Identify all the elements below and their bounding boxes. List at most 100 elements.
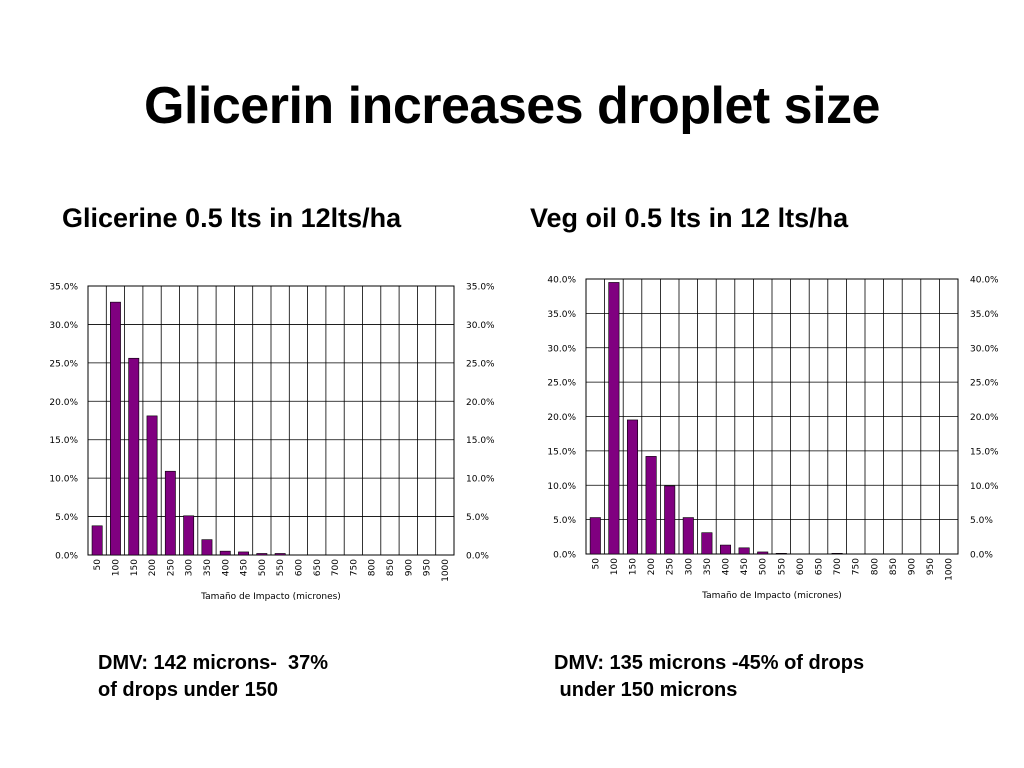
right-dmv-note-line1: DMV: 135 microns -45% of drops [554, 652, 865, 674]
chart1-ytick-right: 15.0% [466, 436, 495, 446]
chart1-ytick-left: 15.0% [49, 436, 78, 446]
chart2-ytick-left: 10.0% [547, 482, 576, 492]
chart2-xtick-550: 550 [777, 558, 787, 575]
chart1-ytick-left: 25.0% [49, 359, 78, 369]
chart2-ytick-right: 0.0% [970, 551, 993, 561]
veg-oil-droplet-chart: 0.0% 0.0% 5.0% 5.0% 10.0% 10.0% 15.0% 15.0% 20.0… [547, 276, 999, 602]
left-dmv-note-line1: DMV: 142 microns- 37% [98, 652, 329, 674]
chart1-xtick-800: 800 [368, 559, 378, 576]
chart2-bar-300 [682, 517, 694, 555]
chart1-bar-400 [219, 550, 231, 556]
chart2-bar-50 [589, 517, 601, 555]
chart2-bar-250 [664, 485, 676, 555]
chart1-xtick-750: 750 [349, 559, 359, 576]
chart2-ytick-right: 35.0% [970, 310, 999, 320]
chart2-xtick-450: 450 [740, 558, 750, 575]
chart2-xtick-150: 150 [629, 558, 639, 575]
chart2-xtick-250: 250 [666, 558, 676, 575]
chart1-xtick-600: 600 [294, 559, 304, 576]
chart2-xtick-650: 650 [815, 558, 825, 575]
chart2-bar-700 [831, 553, 843, 555]
chart2-xtick-50: 50 [591, 558, 601, 570]
chart1-ytick-right: 20.0% [466, 398, 495, 408]
chart1-bar-300 [183, 515, 195, 556]
chart2-xtick-850: 850 [889, 558, 899, 575]
chart1-xtick-850: 850 [386, 559, 396, 576]
chart2-bar-500 [757, 551, 769, 555]
chart1-ytick-left: 35.0% [49, 283, 78, 293]
chart1-bar-450 [238, 551, 249, 556]
chart2-ytick-left: 0.0% [553, 551, 576, 561]
chart2-x-axis-label: Tamaño de Impacto (micrones) [701, 591, 842, 601]
chart1-bar-100 [110, 301, 121, 556]
chart1-bar-200 [146, 415, 158, 556]
chart2-ytick-left: 15.0% [547, 447, 576, 457]
chart1-bar-50 [91, 525, 103, 556]
chart1-xtick-100: 100 [111, 559, 121, 576]
left-dmv-note: DMV: 142 microns- 37% of drops under 150 [98, 650, 328, 704]
chart2-bar-200 [645, 456, 657, 555]
right-dmv-note: DMV: 135 microns -45% of drops under 150… [554, 650, 864, 704]
chart2-bar-150 [626, 419, 639, 555]
chart1-ytick-left: 20.0% [49, 398, 78, 408]
chart1-ytick-left: 30.0% [49, 321, 78, 331]
chart1-xtick-300: 300 [185, 559, 195, 576]
chart1-xtick-150: 150 [130, 559, 140, 576]
chart2-xtick-800: 800 [870, 558, 880, 575]
chart2-ytick-left: 35.0% [547, 310, 576, 320]
chart1-xtick-1000: 1000 [441, 559, 451, 582]
slide-title: Glicerin increases droplet size [144, 77, 880, 135]
right-dmv-note-line2: under 150 microns [554, 679, 738, 701]
chart2-bar-100 [608, 282, 620, 555]
chart1-bar-350 [201, 539, 213, 556]
chart2-xtick-700: 700 [833, 558, 843, 575]
chart1-xtick-550: 550 [276, 559, 286, 576]
chart1-xtick-500: 500 [258, 559, 268, 576]
chart2-ytick-right: 25.0% [970, 379, 999, 389]
chart2-ytick-left: 5.0% [553, 516, 576, 526]
chart2-bar-450 [738, 547, 750, 555]
chart2-xtick-350: 350 [703, 558, 713, 575]
left-dmv-note-line2: of drops under 150 [98, 679, 279, 701]
chart1-xtick-450: 450 [240, 559, 250, 576]
chart1-xtick-650: 650 [313, 559, 323, 576]
chart2-ytick-left: 20.0% [547, 413, 576, 423]
chart2-xtick-100: 100 [610, 558, 620, 575]
chart1-bar-150 [128, 357, 140, 556]
chart1-xtick-900: 900 [404, 559, 414, 576]
chart1-ytick-right: 30.0% [466, 321, 495, 331]
chart2-ytick-right: 15.0% [970, 447, 999, 457]
chart1-xtick-200: 200 [148, 559, 158, 576]
chart1-bar-250 [164, 470, 176, 556]
chart1-ytick-left: 10.0% [49, 475, 78, 485]
chart2-xtick-400: 400 [722, 558, 732, 575]
chart1-xtick-50: 50 [93, 559, 103, 571]
chart1-x-axis-label: Tamaño de Impacto (micrones) [200, 592, 341, 602]
chart1-ytick-right: 25.0% [466, 359, 495, 369]
chart2-bar-400 [719, 544, 732, 555]
chart1-xtick-350: 350 [203, 559, 213, 576]
chart2-xtick-950: 950 [926, 558, 936, 575]
chart2-bar-550 [775, 553, 787, 555]
chart1-ytick-right: 0.0% [466, 552, 489, 562]
chart2-ytick-right: 30.0% [970, 344, 999, 354]
chart2-ytick-right: 10.0% [970, 482, 999, 492]
chart1-ytick-right: 35.0% [466, 283, 495, 293]
chart1-bar-500 [256, 553, 268, 556]
chart2-xtick-500: 500 [759, 558, 769, 575]
chart1-xtick-400: 400 [221, 559, 231, 576]
chart1-ytick-right: 5.0% [466, 513, 489, 523]
chart1-bar-550 [274, 553, 286, 556]
chart2-ytick-right: 40.0% [970, 276, 999, 286]
chart2-xtick-600: 600 [796, 558, 806, 575]
glicerine-droplet-chart: 0.0% 0.0% 5.0% 5.0% 10.0% 10.0% 15.0% 15.0% 20.0… [49, 283, 495, 603]
chart1-xtick-250: 250 [166, 559, 176, 576]
chart1-ytick-right: 10.0% [466, 475, 495, 485]
left-chart-heading: Glicerine 0.5 lts in 12lts/ha [62, 203, 402, 233]
chart2-ytick-left: 40.0% [547, 276, 576, 286]
chart2-ytick-left: 25.0% [547, 379, 576, 389]
chart2-xtick-750: 750 [852, 558, 862, 575]
chart1-ytick-left: 5.0% [55, 513, 78, 523]
chart2-ytick-right: 5.0% [970, 516, 993, 526]
chart1-xtick-950: 950 [423, 559, 433, 576]
